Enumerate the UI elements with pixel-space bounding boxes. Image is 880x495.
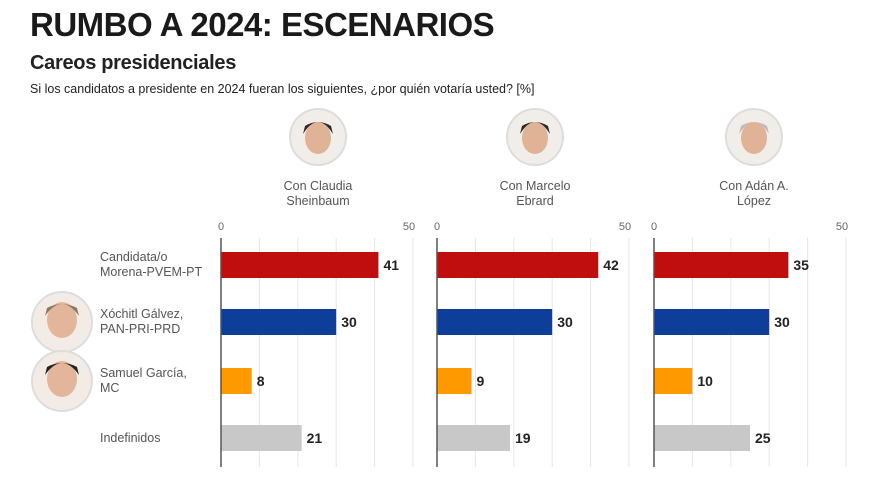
bar [221, 309, 337, 335]
category-label: Candidata/o Morena-PVEM-PT [100, 250, 202, 279]
bar [437, 252, 599, 278]
hair [739, 122, 769, 134]
bar [437, 309, 553, 335]
category-label: Xóchitl Gálvez, PAN-PRI-PRD [100, 307, 183, 336]
data-label: 25 [755, 430, 771, 446]
bar [437, 368, 472, 394]
survey-question: Si los candidatos a presidente en 2024 f… [30, 82, 535, 96]
panel-title-line: Con Marcelo [500, 179, 571, 193]
hair [45, 304, 79, 316]
data-label: 42 [603, 257, 619, 273]
category-label-line: PAN-PRI-PRD [100, 322, 180, 336]
data-label: 30 [774, 314, 790, 330]
panel-title-line: Con Claudia [284, 179, 353, 193]
category-label-line: Samuel García, [100, 366, 187, 380]
data-label: 8 [257, 373, 265, 389]
category-label-line: MC [100, 381, 119, 395]
data-label: 30 [341, 314, 357, 330]
face [47, 302, 77, 338]
bar [654, 368, 693, 394]
data-label: 35 [793, 257, 809, 273]
bar [221, 368, 252, 394]
panel-title: Con Claudia Sheinbaum [284, 179, 353, 208]
panel-candidate-photo [725, 108, 783, 166]
panel-candidate-photo [289, 108, 347, 166]
panel-title: Con Marcelo Ebrard [500, 179, 571, 208]
category-label-line: Morena-PVEM-PT [100, 265, 202, 279]
bar [654, 425, 750, 451]
hair [520, 122, 550, 134]
bar [654, 309, 770, 335]
face [741, 122, 767, 154]
data-label: 9 [477, 373, 485, 389]
bar [221, 252, 379, 278]
panel-title-line: López [737, 194, 771, 208]
tick-label: 50 [619, 221, 631, 233]
candidate-photo [31, 291, 93, 353]
bar [221, 425, 302, 451]
panel-title-line: Ebrard [516, 194, 554, 208]
panel-candidate-photo [506, 108, 564, 166]
hair [45, 363, 79, 375]
bar [654, 252, 789, 278]
category-label: Indefinidos [100, 431, 160, 445]
data-label: 21 [307, 430, 323, 446]
face [305, 122, 331, 154]
panel-title-line: Sheinbaum [286, 194, 349, 208]
chart-title: RUMBO A 2024: ESCENARIOS [30, 6, 495, 43]
category-label-line: Indefinidos [100, 431, 160, 445]
hair [303, 122, 333, 134]
tick-label: 50 [403, 221, 415, 233]
chart-subtitle: Careos presidenciales [30, 52, 237, 74]
category-label-line: Xóchitl Gálvez, [100, 307, 183, 321]
tick-label: 0 [434, 221, 440, 233]
panel-title: Con Adán A. López [719, 179, 789, 208]
tick-label: 50 [836, 221, 848, 233]
data-label: 10 [697, 373, 713, 389]
data-label: 19 [515, 430, 531, 446]
panel-title-line: Con Adán A. [719, 179, 789, 193]
candidate-photo [31, 350, 93, 412]
data-label: 30 [557, 314, 573, 330]
bar [437, 425, 510, 451]
category-label-line: Candidata/o [100, 250, 167, 264]
face [47, 361, 77, 397]
tick-label: 0 [651, 221, 657, 233]
tick-label: 0 [218, 221, 224, 233]
data-label: 41 [383, 257, 399, 273]
face [522, 122, 548, 154]
category-label: Samuel García, MC [100, 366, 187, 395]
